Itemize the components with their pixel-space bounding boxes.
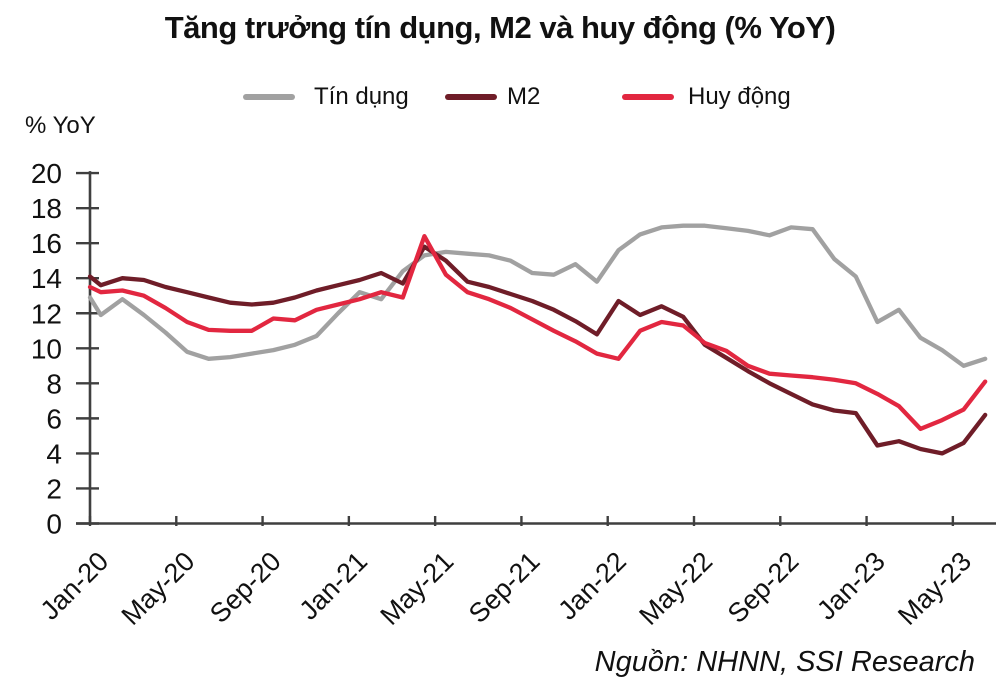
legend-swatch-tin-dung: [243, 93, 295, 101]
y-tick-label: 18: [31, 193, 62, 224]
legend-label-m2: M2: [507, 83, 541, 110]
x-tick-label: Jan-21: [294, 546, 374, 626]
x-tick-label: Jan-22: [552, 546, 632, 626]
x-tick-label: May-22: [633, 546, 718, 631]
x-tick-label: May-23: [892, 546, 977, 631]
y-axis-title: % YoY: [25, 112, 96, 139]
x-tick-label: Sep-20: [204, 546, 287, 629]
legend-label-tin-dung: Tín dụng: [314, 83, 409, 110]
legend-item-huy-dong: Huy động: [622, 83, 791, 110]
legend-item-tin-dung: Tín dụng: [243, 83, 409, 110]
y-tick-label: 20: [31, 158, 62, 189]
x-tick-label: Sep-22: [722, 546, 805, 629]
x-tick-label: May-21: [375, 546, 460, 631]
legend-swatch-m2: [445, 93, 497, 101]
x-tick-label: May-20: [116, 546, 201, 631]
chart-title: Tăng trưởng tín dụng, M2 và huy động (% …: [164, 10, 836, 45]
y-tick-label: 8: [46, 368, 62, 399]
y-tick-label: 16: [31, 228, 62, 259]
source-note: Nguồn: NHNN, SSI Research: [594, 646, 975, 678]
series-line-tin-dung: [87, 223, 988, 368]
x-tick-label: Jan-23: [811, 546, 891, 626]
x-tick-label: Sep-21: [463, 546, 546, 629]
legend-label-huy-dong: Huy động: [688, 83, 791, 110]
y-tick-label: 6: [46, 403, 62, 434]
series-line-huy-dong: [87, 234, 988, 432]
y-tick-label: 0: [46, 509, 62, 540]
y-tick-label: 12: [31, 298, 62, 329]
x-tick-label: Jan-20: [35, 546, 115, 626]
legend-swatch-huy-dong: [622, 93, 674, 101]
legend-item-m2: M2: [445, 83, 541, 110]
y-tick-label: 2: [46, 473, 62, 504]
series-line-m2: [87, 244, 988, 456]
y-tick-label: 4: [46, 438, 62, 469]
y-tick-label: 10: [31, 333, 62, 364]
y-tick-label: 14: [31, 263, 62, 294]
